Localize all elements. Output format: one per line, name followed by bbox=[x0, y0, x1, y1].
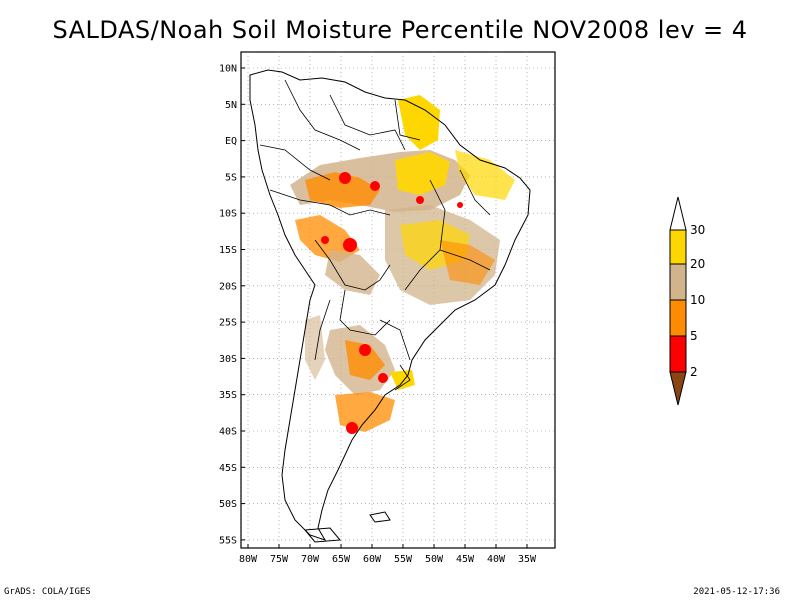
lon-tick-label: 75W bbox=[270, 554, 289, 565]
lon-tick-label: 35W bbox=[518, 554, 537, 565]
lat-tick-label: 50S bbox=[219, 499, 237, 510]
shade-red-6 bbox=[457, 202, 463, 208]
lon-tick-label: 80W bbox=[239, 554, 258, 565]
lon-tick-label: 45W bbox=[456, 554, 475, 565]
colorbar-swatch-10-20 bbox=[669, 263, 687, 301]
shade-amazon-yellow bbox=[395, 152, 450, 195]
shade-red-9 bbox=[346, 422, 358, 434]
shade-uruguay-yellow bbox=[390, 370, 415, 390]
lon-tick-label: 65W bbox=[332, 554, 351, 565]
tierra-del-fuego bbox=[303, 527, 342, 543]
colorbar-cap-top bbox=[669, 196, 687, 231]
soil-moisture-shading bbox=[290, 95, 515, 434]
lat-tick-label: 5N bbox=[225, 100, 237, 111]
lat-tick-label: 20S bbox=[219, 281, 237, 292]
country-borders bbox=[259, 79, 491, 391]
lat-tick-label: 5S bbox=[225, 172, 237, 183]
lat-tick-label: 30S bbox=[219, 354, 237, 365]
lon-tick-label: 55W bbox=[394, 554, 413, 565]
colorbar-swatch-2-5 bbox=[669, 335, 687, 373]
shade-bolivia-tan bbox=[325, 250, 380, 295]
footer-timestamp: 2021-05-12-17:36 bbox=[693, 587, 780, 597]
lat-tick-label: EQ bbox=[225, 136, 237, 147]
colorbar-swatch-5-10 bbox=[669, 299, 687, 337]
map-frame bbox=[240, 51, 556, 549]
lon-tick-label: 60W bbox=[363, 554, 382, 565]
colorbar-swatch-20-30 bbox=[669, 229, 687, 265]
lon-tick-label: 40W bbox=[487, 554, 506, 565]
lat-tick-label: 25S bbox=[219, 318, 237, 329]
colorbar-label-30: 30 bbox=[690, 223, 705, 237]
shade-red-5 bbox=[416, 196, 424, 204]
colorbar-cap-bottom bbox=[669, 371, 687, 406]
shade-red-1 bbox=[339, 172, 351, 184]
shade-amazon-orange bbox=[305, 172, 380, 208]
lon-tick-label: 70W bbox=[301, 554, 320, 565]
shade-red-3 bbox=[343, 238, 357, 252]
lat-tick-label: 40S bbox=[219, 427, 237, 438]
shade-red-2 bbox=[370, 181, 380, 191]
shade-chaco-orange bbox=[345, 340, 385, 380]
lat-tick-label: 35S bbox=[219, 390, 237, 401]
lat-tick-label: 45S bbox=[219, 463, 237, 474]
shade-nordeste-yellow bbox=[455, 150, 515, 200]
footer-credit: GrADS: COLA/IGES bbox=[4, 587, 91, 597]
lat-tick-label: 55S bbox=[219, 535, 237, 546]
shade-guiana-yellow bbox=[398, 95, 440, 150]
axis-ticks: 10N 5N EQ 5S 10S 15S 20S 25S 30S 35S 40S 45S 50S 55S8… bbox=[219, 64, 537, 566]
colorbar-label-2: 2 bbox=[690, 365, 698, 379]
colorbar: 30 20 10 5 2 bbox=[669, 196, 705, 406]
shade-red-7 bbox=[359, 344, 371, 356]
colorbar-label-5: 5 bbox=[690, 329, 698, 343]
shade-east-orange bbox=[440, 240, 495, 285]
colorbar-label-10: 10 bbox=[690, 293, 705, 307]
coastline bbox=[249, 69, 531, 543]
shade-red-4 bbox=[321, 236, 329, 244]
south-america-outline bbox=[249, 69, 531, 541]
lon-tick-label: 50W bbox=[425, 554, 444, 565]
falklands bbox=[369, 511, 391, 523]
shade-red-8 bbox=[378, 373, 388, 383]
colorbar-label-20: 20 bbox=[690, 257, 705, 271]
lat-tick-label: 10N bbox=[219, 64, 237, 75]
lat-tick-label: 15S bbox=[219, 245, 237, 256]
map-title: SALDAS/Noah Soil Moisture Percentile NOV… bbox=[52, 16, 748, 44]
lat-tick-label: 10S bbox=[219, 209, 237, 220]
